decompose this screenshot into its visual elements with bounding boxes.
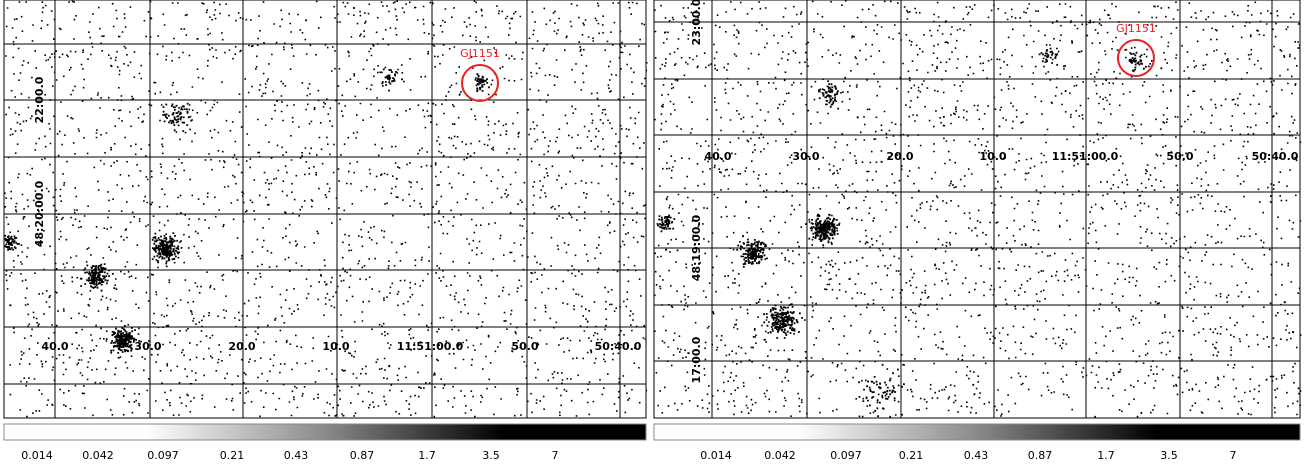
colorbar-tick-label: 0.014 xyxy=(21,449,53,462)
image-panel: 40.0 30.0 20.0 10.0 11:51:00.0 50.0 50:40.0 22:… xyxy=(4,0,648,462)
colorbar-tick-label: 0.43 xyxy=(964,449,989,462)
colorbar-tick-label: 0.097 xyxy=(147,449,179,462)
colorbar xyxy=(654,424,1300,440)
ra-label: 11:51:00.0 xyxy=(1052,150,1119,163)
ra-label: 40.0 xyxy=(41,340,68,353)
page: 40.0 30.0 20.0 10.0 11:51:00.0 50.0 50:40.0 22:… xyxy=(0,0,1304,466)
colorbar-tick-label: 0.014 xyxy=(700,449,732,462)
colorbar-tick-label: 1.7 xyxy=(1097,449,1115,462)
screenshot: 40.0 30.0 20.0 10.0 11:51:00.0 50.0 50:40.0 22:… xyxy=(0,0,1304,466)
ra-label: 50.0 xyxy=(511,340,538,353)
dec-label: 48:20:00.0 xyxy=(33,180,46,247)
colorbar-tick-label: 0.21 xyxy=(220,449,245,462)
ra-label: 20.0 xyxy=(886,150,913,163)
image-panel: 40.0 30.0 20.0 10.0 11:51:00.0 50.0 50:40.0 23:… xyxy=(654,0,1301,462)
ra-label: 10.0 xyxy=(979,150,1006,163)
colorbar-tick-label: 0.097 xyxy=(830,449,862,462)
colorbar-tick-label: 0.21 xyxy=(899,449,924,462)
dec-label: 22:00.0 xyxy=(33,76,46,123)
colorbar-tick-label: 0.042 xyxy=(764,449,796,462)
ra-label: 10.0 xyxy=(322,340,349,353)
colorbar-tick-label: 0.87 xyxy=(350,449,375,462)
ra-label: 11:51:00.0 xyxy=(397,340,464,353)
colorbar-tick-label: 7 xyxy=(1230,449,1237,462)
ra-label: 30.0 xyxy=(792,150,819,163)
colorbar-tick-label: 7 xyxy=(552,449,559,462)
colorbar-tick-label: 0.042 xyxy=(82,449,114,462)
dec-label: 17:00.0 xyxy=(690,336,703,383)
ra-label: 20.0 xyxy=(228,340,255,353)
source-label: GJ1151 xyxy=(1116,22,1156,35)
source-label: GJ1151 xyxy=(460,47,500,60)
colorbar xyxy=(4,424,646,440)
image-background xyxy=(4,0,646,418)
ra-label: 30.0 xyxy=(134,340,161,353)
colorbar-tick-label: 3.5 xyxy=(482,449,500,462)
ra-label: 50:40.0 xyxy=(1252,150,1299,163)
colorbar-tick-label: 0.43 xyxy=(284,449,309,462)
colorbar-tick-label: 3.5 xyxy=(1160,449,1178,462)
dec-label: 23:00.0 xyxy=(690,0,703,45)
ra-label: 50:40.0 xyxy=(595,340,642,353)
ra-label: 50.0 xyxy=(1166,150,1193,163)
dec-label: 48:19:00.0 xyxy=(690,214,703,281)
colorbar-tick-label: 1.7 xyxy=(418,449,436,462)
ra-label: 40.0 xyxy=(704,150,731,163)
colorbar-tick-label: 0.87 xyxy=(1028,449,1053,462)
